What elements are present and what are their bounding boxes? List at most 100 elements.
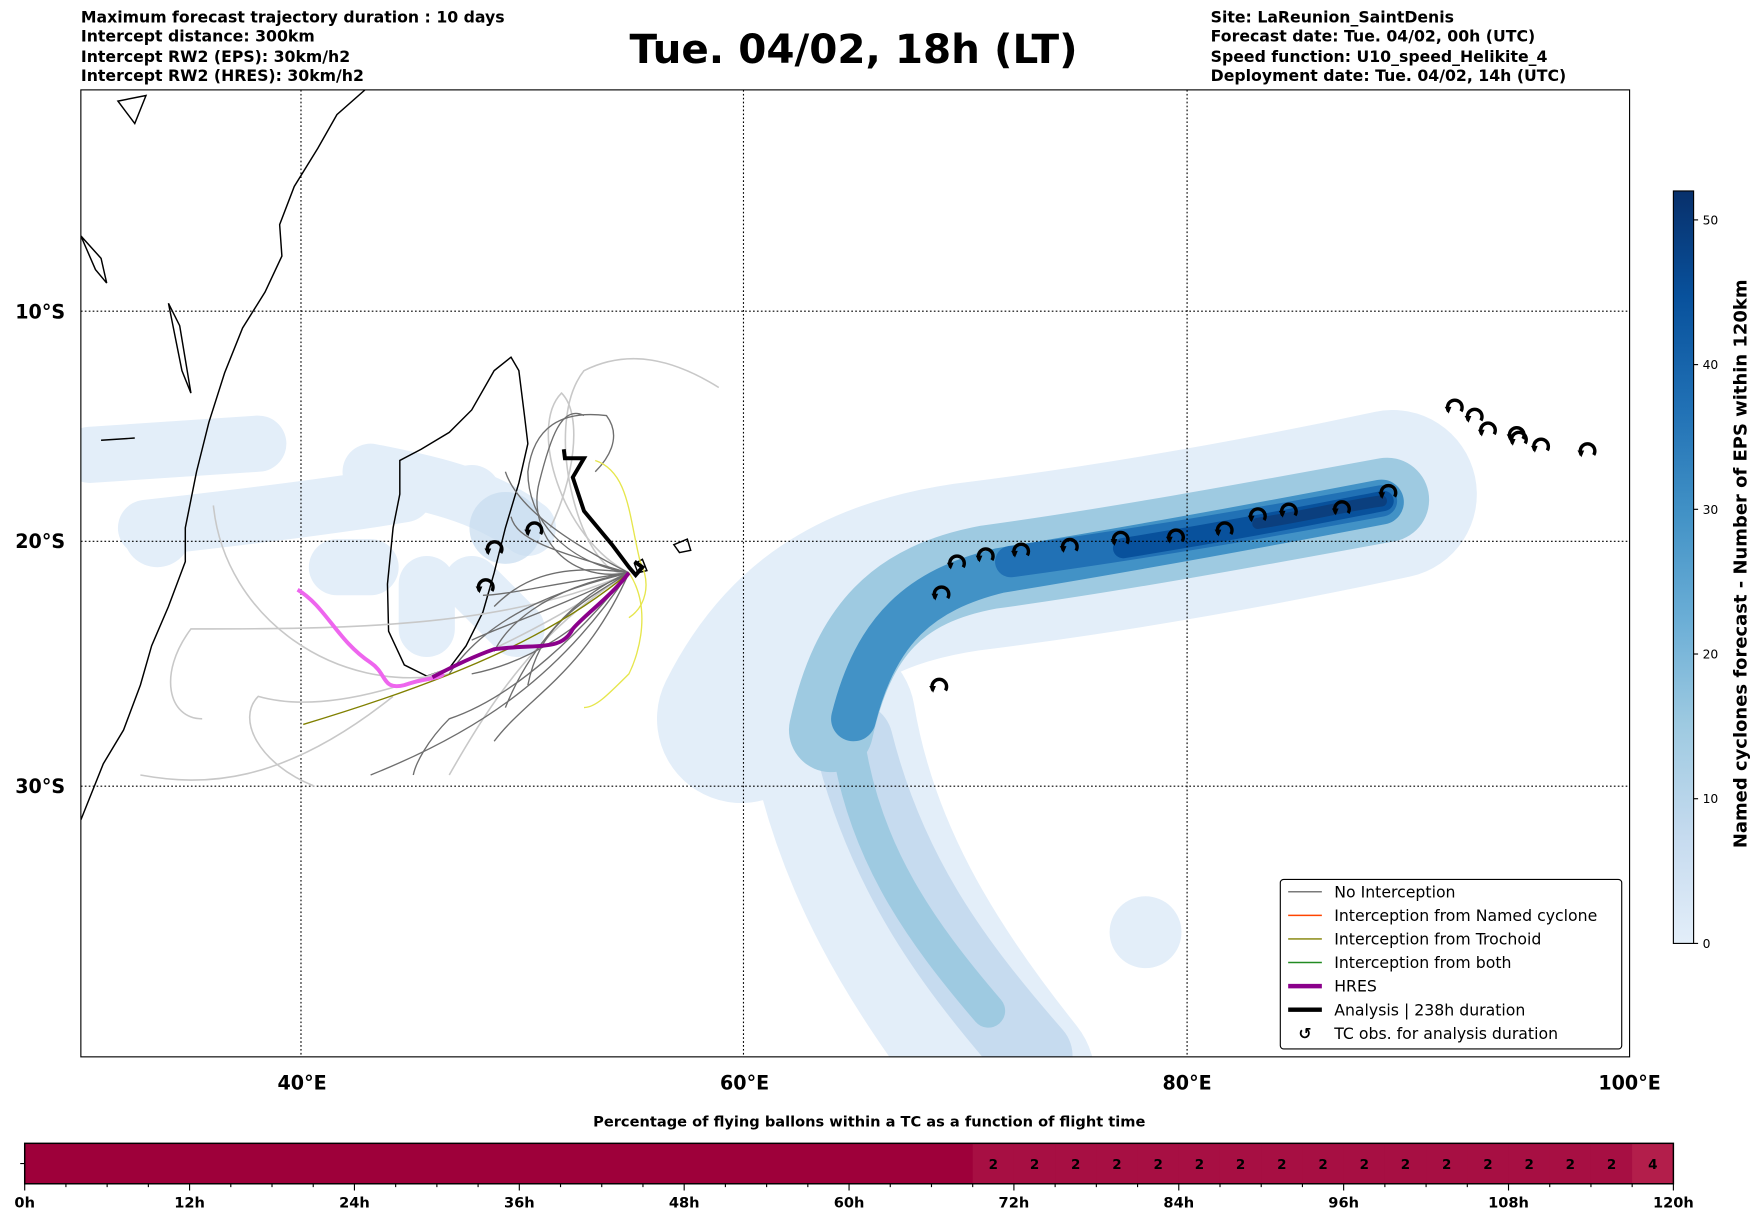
timeline-cell [725,1143,768,1184]
map: No Interception Interception from Named c… [80,89,1630,1057]
timeline-cell-value: 2 [1401,1157,1410,1173]
timeline-cell [189,1143,232,1184]
timeline-cell [1096,1143,1139,1184]
timeline-cell [1426,1143,1468,1184]
timeline-cell [1508,1143,1551,1184]
timeline-cell [230,1143,273,1184]
header-forecast-date: Forecast date: Tue. 04/02, 00h (UTC) [1211,27,1536,46]
trajectories-trochoid-interception [303,459,647,726]
colorbar-tick-label: 40 [1703,358,1719,372]
timeline-cell-value: 2 [1071,1157,1080,1173]
timeline-cell [1590,1143,1633,1184]
timeline-tick-label: 48h [669,1194,700,1211]
timeline-cell [1178,1143,1221,1184]
timeline-tick-label: 60h [834,1194,865,1211]
legend-item-label: TC obs. for analysis duration [1333,1024,1558,1043]
header-speed-function: Speed function: U10_speed_Helikite_4 [1211,47,1548,66]
timeline-cell-value: 2 [1566,1157,1575,1173]
timeline-cell-value: 2 [1318,1157,1327,1173]
timeline-cell [1055,1143,1097,1184]
timeline-cell-value: 2 [1153,1157,1162,1173]
timeline-cell [890,1143,933,1184]
lat-tick-label: 30°S [15,775,65,798]
map-frame [80,89,1631,1058]
timeline-cell [354,1143,397,1184]
colorbar-scale [1672,190,1695,944]
colorbar-label: Named cyclones forecast - Number of EPS … [1730,279,1751,848]
timeline-cell [1632,1143,1674,1184]
timeline-cell-value: 4 [1648,1157,1657,1173]
header-deployment-date: Deployment date: Tue. 04/02, 14h (UTC) [1211,66,1567,85]
timeline-cell [766,1143,809,1184]
timeline-tick-label: 0h [14,1194,35,1211]
timeline-cell [313,1143,356,1184]
timeline-tick-label: 108h [1488,1194,1529,1211]
timeline-cell [148,1143,191,1184]
colorbar-tick-label: 50 [1703,213,1719,227]
legend-item-label: Interception from Trochoid [1334,930,1541,949]
legend-item-label: Analysis | 238h duration [1334,1000,1525,1019]
coastlines [80,89,692,821]
africa-coastline [80,89,366,821]
hres-trajectory [296,587,446,689]
timeline-cell [849,1143,891,1184]
header-intercept-distance: Intercept distance: 300km [81,27,315,46]
timeline-cell [972,1143,1015,1184]
lon-tick-label: 100°E [1598,1071,1660,1094]
timeline-cell-value: 2 [1442,1157,1451,1173]
lat-tick-label: 10°S [15,300,65,323]
header-max-duration: Maximum forecast trajectory duration : 1… [81,8,505,27]
timeline-title: Percentage of flying ballons within a TC… [593,1113,1145,1130]
timeline-cell [1384,1143,1427,1184]
eps-density-field [80,409,1477,1057]
timeline-tick-label: 72h [999,1194,1030,1211]
header-right: Site: LaReunion_SaintDenis Forecast date… [1211,8,1567,85]
timeline-tick-label: 84h [1163,1194,1194,1211]
legend-item-label: Interception from Named cyclone [1334,906,1597,925]
timeline-cell [436,1143,479,1184]
analysis-trajectory [561,449,646,579]
timeline-cell [24,1143,67,1184]
timeline-cell-value: 2 [1236,1157,1245,1173]
islands [80,94,692,574]
timeline-cell [601,1143,644,1184]
timeline-tick-label: 120h [1653,1194,1694,1211]
timeline-cell [931,1143,974,1184]
timeline-cell [642,1143,685,1184]
colorbar: 0 10 20 30 40 50 Named cyclones forecast - Nu… [1672,190,1751,951]
timeline-cell [560,1143,603,1184]
lon-tick-label: 80°E [1163,1071,1212,1094]
legend-item-label: HRES [1334,977,1377,996]
hres-trajectory [431,571,631,679]
header-left: Maximum forecast trajectory duration : 1… [81,8,505,85]
timeline-cell-value: 2 [1277,1157,1286,1173]
timeline-tick-label: 96h [1328,1194,1359,1211]
header-intercept-hres: Intercept RW2 (HRES): 30km/h2 [81,66,364,85]
lon-tick-label: 60°E [720,1071,769,1094]
timeline-cell-value: 2 [1483,1157,1492,1173]
timeline-tick-label: 24h [339,1194,370,1211]
timeline-cell [1261,1143,1303,1184]
timeline-cell-value: 2 [1195,1157,1204,1173]
timeline-cell [107,1143,149,1184]
timeline-cell [1549,1143,1592,1184]
lat-tick-label: 20°S [15,530,65,553]
timeline-cell [807,1143,850,1184]
timeline-tick-label: 36h [504,1194,535,1211]
lon-tick-label: 40°E [278,1071,327,1094]
timeline-cell [519,1143,562,1184]
colorbar-tick-label: 30 [1703,503,1719,517]
trajectories-no-interception-light [140,357,720,787]
timeline-cell-value: 2 [989,1157,998,1173]
timeline-cell [1219,1143,1262,1184]
timeline-axis: 0h 12h 24h 36h 48h 60h 72h 84h 96h 108h 120h [14,1183,1694,1211]
timeline-cell-value: 2 [1607,1157,1616,1173]
timeline-cell [1013,1143,1056,1184]
timeline-cell [478,1143,520,1184]
legend-item-label: No Interception [1334,882,1455,901]
timeline-cell [395,1143,438,1184]
timeline-cell [1137,1143,1180,1184]
timeline-cell [1302,1143,1345,1184]
page-title: Tue. 04/02, 18h (LT) [629,25,1077,73]
